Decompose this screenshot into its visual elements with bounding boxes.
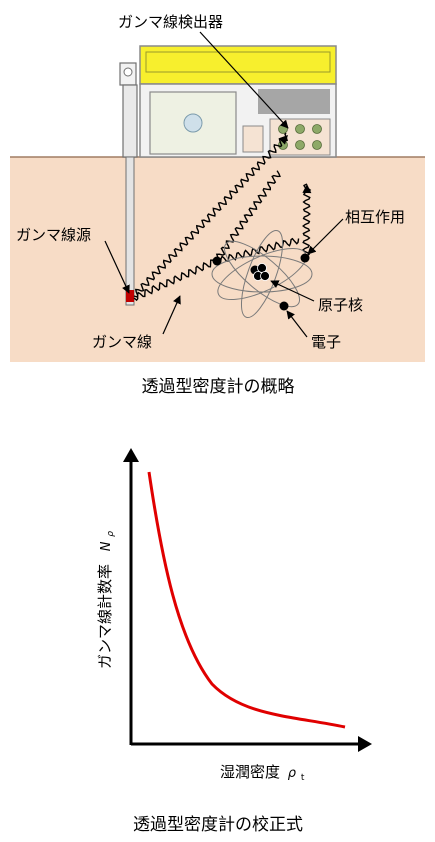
interaction-leader-arrow xyxy=(307,218,344,255)
calibration-graph: ガンマ線計数率 N ρ 湿潤密度 ρ t xyxy=(96,448,372,783)
device-side-panel xyxy=(242,125,264,153)
y-axis-subscript: ρ xyxy=(106,531,116,537)
x-axis-symbol: ρ xyxy=(288,766,297,781)
nucleus-leader-arrow xyxy=(270,280,315,302)
y-axis-symbol: N xyxy=(99,541,114,551)
electron-dot-icon xyxy=(300,253,310,263)
gamma-ray-path-direct-arrowhead xyxy=(278,135,288,145)
y-axis-label-group: ガンマ線計数率 N ρ xyxy=(96,531,116,669)
x-axis-arrow-head xyxy=(358,736,372,752)
gamma-ray-path-to-interaction xyxy=(216,237,300,265)
y-axis-label: ガンマ線計数率 N ρ xyxy=(96,531,116,669)
gauge-caption: 透過型密度計の概略 xyxy=(142,377,295,397)
detector-button-icon xyxy=(295,124,305,134)
electron-label: 電子 xyxy=(311,333,341,351)
graph-caption: 透過型密度計の校正式 xyxy=(133,815,303,835)
device-display xyxy=(258,89,330,114)
handle-knob-icon xyxy=(123,67,133,77)
ray-label: ガンマ線 xyxy=(92,333,152,351)
screen-dial-icon xyxy=(183,113,203,133)
source-rod xyxy=(125,156,135,306)
gamma-source-marker xyxy=(126,290,134,302)
electron-orbit xyxy=(240,230,284,318)
handle-sleeve xyxy=(122,84,138,158)
nucleus-icon xyxy=(250,263,270,281)
nucleus-label: 原子核 xyxy=(318,296,363,314)
device-top-panel xyxy=(145,51,331,73)
detector-button-icon xyxy=(312,124,322,134)
gamma-ray-path-direct xyxy=(133,132,288,298)
source-label: ガンマ線源 xyxy=(16,226,91,244)
x-axis-subscript: t xyxy=(301,773,305,783)
detector-button-icon xyxy=(312,140,322,150)
electron-dot-icon xyxy=(212,256,222,266)
detector-leader-arrow xyxy=(199,31,289,129)
detector-button-icon xyxy=(295,140,305,150)
gamma-ray-path-scatter-up-arrowhead xyxy=(302,184,312,194)
gamma-ray-path-scatter-up xyxy=(301,183,312,257)
y-axis-label-text: ガンマ線計数率 xyxy=(96,564,114,669)
x-axis-label-text: 湿潤密度 xyxy=(220,763,280,781)
detector-label: ガンマ線検出器 xyxy=(118,13,223,31)
atom-diagram xyxy=(211,230,313,318)
gamma-ray-path-to-detector xyxy=(215,170,281,263)
ray-leader-arrow xyxy=(162,295,181,335)
gamma-ray-path-lower xyxy=(133,259,218,302)
interaction-label: 相互作用 xyxy=(345,208,405,226)
calibration-curve xyxy=(147,471,346,729)
electron-leader-arrow xyxy=(286,310,308,338)
leader-lines xyxy=(104,31,344,338)
electron-dot-icon xyxy=(279,301,289,311)
electron-orbit xyxy=(224,240,300,308)
gamma-ray-paths xyxy=(133,132,312,302)
x-axis-label: 湿潤密度 ρ t xyxy=(220,763,305,783)
y-axis-arrow-head xyxy=(123,448,139,462)
source-leader-arrow xyxy=(104,240,130,294)
gauge-device xyxy=(119,45,337,306)
